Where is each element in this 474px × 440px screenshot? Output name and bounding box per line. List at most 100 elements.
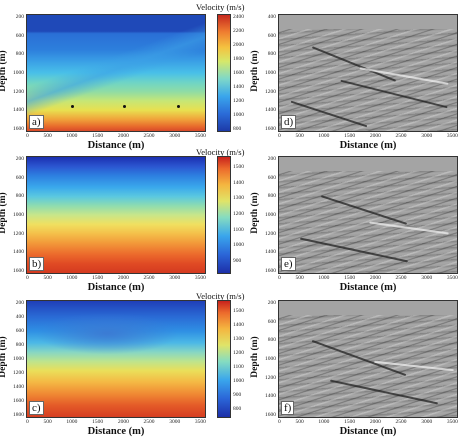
y-ticks: 200 600 800 1000 1200 1400 1600 xyxy=(258,156,276,274)
tick-label: 200 xyxy=(15,156,24,162)
tick-label: 900 xyxy=(233,392,242,398)
reflector xyxy=(340,79,448,109)
y-axis-label: Depth (m) xyxy=(0,336,8,378)
x-ticks: 0 500 1000 1500 2000 2500 3000 3500 xyxy=(278,275,458,281)
x-ticks: 0 500 1000 1500 2000 2500 3000 3500 xyxy=(278,419,458,425)
y-axis-label: Depth (m) xyxy=(250,192,260,234)
tick-label: 3500 xyxy=(194,419,206,425)
x-ticks: 0 500 1000 1500 2000 2500 3000 3500 xyxy=(26,275,206,281)
tick-label: 500 xyxy=(43,133,52,139)
tick-label: 600 xyxy=(267,174,276,181)
panel-letter: c) xyxy=(29,401,44,415)
tick-label: 1500 xyxy=(92,419,104,425)
y-ticks: 200 400 600 800 1000 1200 1400 1600 1800 xyxy=(6,300,24,418)
reflector xyxy=(329,379,439,405)
colorbar xyxy=(217,14,231,132)
colorbar xyxy=(217,300,231,418)
tick-label: 500 xyxy=(295,275,304,281)
tick-label: 0 xyxy=(26,419,29,425)
colorbar-title: Velocity (m/s) xyxy=(196,2,245,12)
tick-label: 1000 xyxy=(233,378,244,384)
migrated-image-plot: d) xyxy=(278,14,458,132)
y-axis-label: Depth (m) xyxy=(0,50,8,92)
tick-label: 2500 xyxy=(395,275,407,281)
water-layer xyxy=(279,15,457,29)
x-ticks: 0 500 1000 1500 2000 2500 3000 3500 xyxy=(278,133,458,139)
panel-letter: e) xyxy=(281,257,296,271)
tick-label: 800 xyxy=(267,337,276,344)
tick-label: 1200 xyxy=(233,98,244,104)
tick-label: 1000 xyxy=(318,275,330,281)
tick-label: 3000 xyxy=(421,419,433,425)
tick-label: 1000 xyxy=(318,419,330,425)
colorbar-title: Velocity (m/s) xyxy=(196,147,245,157)
y-ticks: 200 600 800 1000 1200 1400 1600 xyxy=(258,300,276,418)
tick-label: 1500 xyxy=(92,275,104,281)
tick-label: 3000 xyxy=(169,275,181,281)
colorbar-ticks: 1500 1400 1300 1200 1100 1000 900 xyxy=(233,164,244,264)
tick-label: 3000 xyxy=(421,133,433,139)
tick-label: 2000 xyxy=(369,275,381,281)
reflector xyxy=(311,46,397,82)
water-layer xyxy=(279,157,457,171)
tick-label: 500 xyxy=(43,275,52,281)
reflector xyxy=(320,195,408,225)
tick-label: 1200 xyxy=(13,88,24,95)
tick-label: 800 xyxy=(15,193,24,200)
tick-label: 0 xyxy=(278,275,281,281)
tick-label: 500 xyxy=(295,133,304,139)
y-axis-label: Depth (m) xyxy=(250,336,260,378)
tick-label: 0 xyxy=(278,133,281,139)
tick-label: 600 xyxy=(15,174,24,181)
tick-label: 800 xyxy=(15,342,24,348)
tick-label: 900 xyxy=(233,257,242,264)
panel-letter: b) xyxy=(29,257,45,271)
tick-label: 1100 xyxy=(233,226,244,233)
tick-label: 1500 xyxy=(344,275,356,281)
velocity-model-plot: a) xyxy=(26,14,206,132)
tick-label: 2000 xyxy=(369,133,381,139)
tick-label: 1000 xyxy=(13,211,24,218)
tick-label: 2000 xyxy=(117,419,129,425)
velocity-model-plot: b) xyxy=(26,156,206,274)
marker xyxy=(71,105,74,108)
tick-label: 2500 xyxy=(395,133,407,139)
tick-label: 800 xyxy=(233,406,242,412)
tick-label: 2500 xyxy=(143,419,155,425)
tick-label: 2400 xyxy=(233,14,244,20)
tick-label: 1000 xyxy=(265,69,276,76)
reflector xyxy=(290,100,368,128)
tick-label: 800 xyxy=(15,51,24,58)
y-axis-label: Depth (m) xyxy=(250,50,260,92)
tick-label: 1800 xyxy=(13,412,24,418)
tick-label: 1600 xyxy=(265,267,276,274)
tick-label: 800 xyxy=(233,126,242,132)
tick-label: 1600 xyxy=(265,411,276,418)
tick-label: 2500 xyxy=(143,133,155,139)
tick-label: 0 xyxy=(26,275,29,281)
tick-label: 2500 xyxy=(143,275,155,281)
tick-label: 1200 xyxy=(13,230,24,237)
tick-label: 3000 xyxy=(169,419,181,425)
tick-label: 1400 xyxy=(233,322,244,328)
tick-label: 1200 xyxy=(265,88,276,95)
y-ticks: 400 600 800 1000 1200 1400 1600 xyxy=(258,14,276,132)
x-axis-label: Distance (m) xyxy=(87,140,145,151)
tick-label: 1000 xyxy=(265,355,276,362)
tick-label: 1000 xyxy=(265,211,276,218)
tick-label: 3500 xyxy=(194,275,206,281)
tick-label: 3500 xyxy=(446,275,458,281)
tick-label: 1600 xyxy=(13,267,24,274)
tick-label: 1200 xyxy=(265,230,276,237)
tick-label: 1500 xyxy=(233,164,244,170)
x-axis-label: Distance (m) xyxy=(87,426,145,437)
tick-label: 2500 xyxy=(395,419,407,425)
panel-letter: f) xyxy=(281,401,295,415)
tick-label: 1400 xyxy=(265,393,276,400)
panel-letter: a) xyxy=(29,115,44,129)
tick-label: 600 xyxy=(267,318,276,325)
marker xyxy=(123,105,126,108)
tick-label: 1000 xyxy=(233,242,244,249)
tick-label: 600 xyxy=(267,32,276,39)
migrated-image-plot: f) xyxy=(278,300,458,418)
